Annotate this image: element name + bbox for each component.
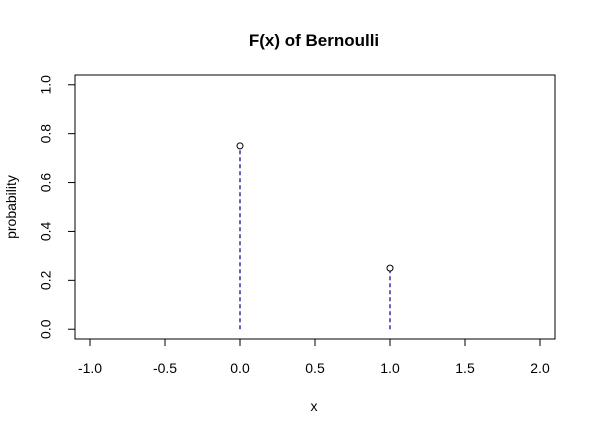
x-tick-label: 2.0 [530,360,550,376]
y-tick-label: 0.8 [38,124,54,144]
x-tick-label: -0.5 [153,360,177,376]
y-tick-label: 0.0 [38,319,54,339]
data-points [237,143,393,271]
y-tick-label: 0.2 [38,270,54,290]
x-tick-label: 0.5 [305,360,325,376]
x-tick-label: 0.0 [230,360,250,376]
y-tick-label: 0.4 [38,222,54,242]
plot-frame [75,75,555,339]
x-axis: -1.0 -0.5 0.0 0.5 1.0 1.5 2.0 [78,339,550,376]
x-axis-label: x [311,398,318,414]
stems [240,149,390,329]
data-point [237,143,243,149]
y-tick-label: 0.6 [38,173,54,193]
x-tick-label: 1.0 [380,360,400,376]
x-tick-label: 1.5 [455,360,475,376]
x-tick-label: -1.0 [78,360,102,376]
chart-title: F(x) of Bernoulli [249,31,379,50]
y-tick-label: 1.0 [38,75,54,95]
data-point [387,265,393,271]
y-axis-label: probability [3,175,19,239]
y-axis: 0.0 0.2 0.4 0.6 0.8 1.0 [38,75,75,339]
